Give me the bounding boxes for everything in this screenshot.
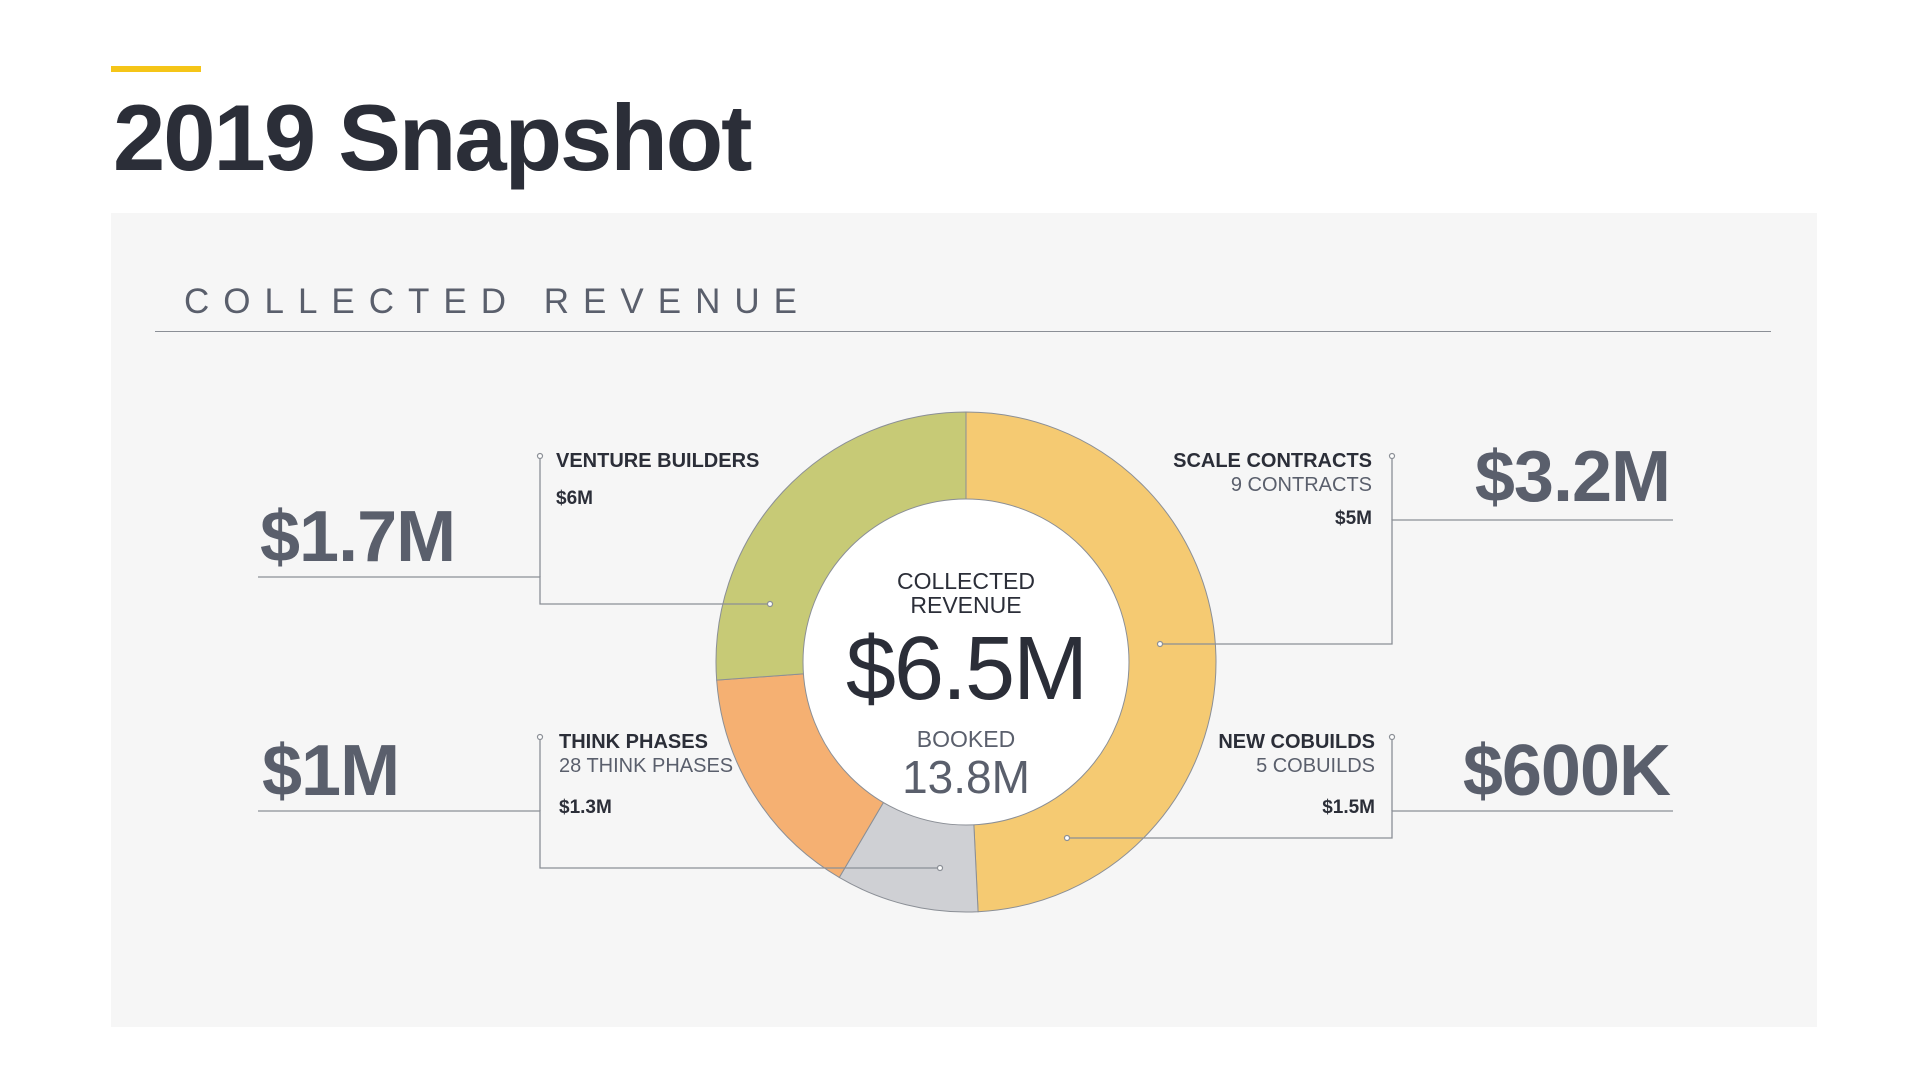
think-phases-collected: $1M <box>262 731 400 811</box>
dot-end-scale-contracts <box>1156 640 1164 648</box>
dot-top-new-cobuilds <box>1388 733 1396 741</box>
center-label-line1: COLLECTED <box>896 568 1036 594</box>
connector-venture-builders <box>258 576 770 605</box>
scale-contracts-booked: $5M <box>1335 508 1372 529</box>
center-booked-label: BOOKED <box>916 726 1016 752</box>
dot-top-scale-contracts <box>1388 452 1396 460</box>
venture-builders-collected: $1.7M <box>260 497 456 577</box>
scale-contracts-collected: $3.2M <box>1474 437 1671 517</box>
think-phases-booked: $1.3M <box>559 797 612 818</box>
scale-contracts-detail: 9 CONTRACTS <box>1230 474 1372 496</box>
think-phases-detail: 28 THINK PHASES <box>559 755 734 777</box>
venture-builders-label: VENTURE BUILDERS <box>556 450 760 472</box>
dot-end-venture-builders <box>766 600 774 608</box>
scale-contracts-label: SCALE CONTRACTS <box>1173 450 1372 472</box>
connector-scale-contracts <box>1160 519 1673 645</box>
new-cobuilds-label: NEW COBUILDS <box>1218 731 1375 753</box>
center-booked-value: 13.8M <box>902 751 1030 803</box>
think-phases-label: THINK PHASES <box>559 731 708 753</box>
dot-end-new-cobuilds <box>1063 834 1071 842</box>
dot-end-think-phases <box>936 864 944 872</box>
callout-connectors <box>258 456 1673 869</box>
new-cobuilds-collected: $600K <box>1462 731 1671 811</box>
venture-builders-booked: $6M <box>556 488 593 509</box>
dot-top-venture-builders <box>536 452 544 460</box>
center-total-value: $6.5M <box>845 619 1088 719</box>
new-cobuilds-detail: 5 COBUILDS <box>1256 755 1375 777</box>
dot-top-think-phases <box>536 733 544 741</box>
page-title: 2019 Snapshot <box>113 85 752 190</box>
connector-new-cobuilds <box>1067 810 1673 839</box>
connector-think-phases <box>258 810 940 869</box>
new-cobuilds-booked: $1.5M <box>1322 797 1375 818</box>
donut-hole <box>802 498 1130 826</box>
title-accent-bar <box>111 66 201 72</box>
section-divider <box>155 331 1771 332</box>
center-label-line2: REVENUE <box>910 592 1022 618</box>
section-heading: COLLECTED REVENUE <box>184 282 811 321</box>
